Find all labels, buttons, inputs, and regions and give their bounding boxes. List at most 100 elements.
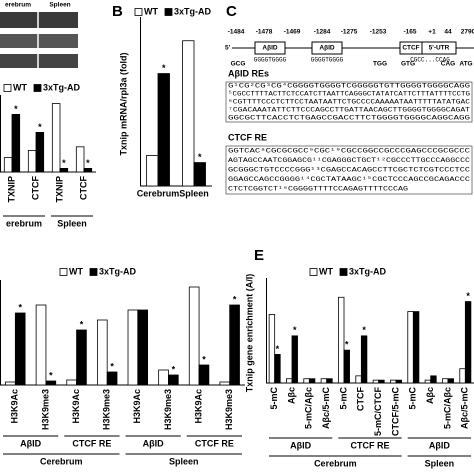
group-label: Spleen (425, 458, 455, 468)
legend-swatch (164, 8, 173, 16)
bar (286, 378, 293, 384)
significance-mark: * (345, 340, 349, 350)
position-label: -1469 (284, 29, 301, 36)
x-tick-label: Aβc/5-mC (321, 387, 331, 430)
element-label: AβID (262, 45, 277, 52)
bar (459, 368, 466, 384)
x-tick-label: Aβc (286, 387, 296, 404)
x-tick-label: H3K9Ac (71, 389, 81, 424)
group-label: Spleen (57, 218, 87, 228)
significance-mark: * (172, 364, 176, 374)
site-label: CGCC...CCAG (410, 57, 450, 64)
x-tick-label: H3K9Ac (132, 389, 142, 424)
bar (75, 146, 85, 173)
y-axis-label: Txnip mRNA/rpl3a (fold) (118, 52, 128, 155)
sequence-line: GGTCAC⁸CGCGCGCC⁹CGC¹⁰CGCCGGCCGCCCGAGCCCG… (228, 148, 471, 155)
legend-swatch (3, 84, 12, 92)
bar (198, 364, 210, 386)
site-label: CAG (441, 61, 455, 68)
legend-swatch (59, 268, 68, 276)
group-label: Cerebrum (314, 458, 357, 468)
x-tick-label: 5-mC (269, 387, 279, 410)
bar (137, 309, 149, 386)
group-label: erebrum (6, 218, 42, 228)
bar (274, 354, 281, 384)
legend-label: 3xTg-AD (174, 6, 212, 16)
sequence-line: AGTAGCCAATCGGAGCG¹¹CGAGGGCTGCT¹²CGCCCTTG… (228, 157, 471, 164)
site-label: ATG (459, 61, 472, 68)
bar (14, 312, 26, 386)
blot-band (0, 34, 78, 48)
bar (182, 40, 195, 187)
bar (412, 311, 420, 384)
bar (343, 349, 350, 384)
panel-label: C (226, 3, 237, 20)
x-tick-label: 5-mC (338, 387, 348, 410)
bar (158, 369, 169, 386)
legend-label: WT (13, 82, 27, 92)
bar (326, 378, 333, 384)
position-label: 2790 (461, 29, 474, 36)
panel-label: B (112, 3, 123, 20)
bar (59, 167, 69, 173)
bar (360, 335, 368, 384)
significance-mark: * (62, 158, 66, 168)
bar (188, 286, 200, 386)
strand-end: 5' (225, 45, 231, 52)
panel-label: E (254, 247, 264, 264)
sequence-line: G¹CG²CG³CG⁴CGGGGTGGGGTCGGGGGTGTTGGGGTGGG… (228, 83, 471, 90)
significance-mark: * (80, 319, 84, 329)
bar (27, 149, 37, 173)
significance-mark: * (233, 294, 237, 304)
bar (193, 162, 206, 187)
x-tick-label: TXNIP (6, 176, 16, 203)
significance-mark: * (110, 361, 114, 371)
subgroup-label: AβID (20, 438, 41, 448)
bar (127, 309, 139, 386)
subgroup-label: CTCF RE (195, 438, 234, 448)
site-label: TGG (373, 61, 387, 68)
x-tick-label: CTCF (356, 387, 366, 411)
bar (308, 378, 316, 384)
x-tick-label: CTCF (78, 176, 88, 200)
legend-label: WT (319, 266, 333, 276)
sequence-line: CTCTCGGTCT¹⁶CGGGGTTTTCCAGAGTTTTCCCAG (228, 186, 409, 193)
bar (76, 329, 87, 386)
subgroup-label: AβID (290, 440, 311, 450)
element-label: AβID (319, 45, 334, 52)
significance-mark: * (49, 370, 53, 380)
bar (338, 296, 345, 384)
bar (320, 378, 328, 384)
x-tick-label: Cerebrum (137, 188, 180, 198)
x-tick-label: Spleen (179, 188, 209, 198)
x-tick-label: CTCF/5-mC (390, 387, 400, 436)
bar (395, 379, 402, 384)
significance-mark: * (14, 104, 18, 114)
significance-mark: * (202, 354, 206, 364)
legend-swatch (33, 84, 42, 92)
bar (430, 375, 437, 384)
significance-mark: * (362, 325, 366, 335)
blot-group: erebrum (5, 2, 31, 9)
position-label: -1284 (314, 29, 331, 36)
bar (66, 379, 77, 386)
bar (268, 314, 276, 384)
element-label: CTCF (402, 45, 419, 52)
bar (45, 380, 57, 386)
x-tick-label: Aβc (425, 387, 435, 404)
significance-mark: * (293, 325, 297, 335)
site-label: GGGGTGGGG (254, 57, 287, 64)
x-tick-label: 5-mC (408, 387, 418, 410)
bar (442, 378, 449, 384)
subgroup-label: AβID (143, 438, 164, 448)
bar (464, 301, 472, 384)
x-tick-label: H3K9Ac (193, 389, 203, 424)
sequence-line: ⁷CGACAAATATTCTTCCCAGCCTTGATTAACAGCTTGGGG… (228, 107, 471, 114)
legend-label: 3xTg-AD (99, 266, 137, 276)
bar (229, 304, 240, 386)
bar (168, 374, 179, 386)
legend-label: 3xTg-AD (43, 82, 81, 92)
bar (35, 304, 47, 386)
